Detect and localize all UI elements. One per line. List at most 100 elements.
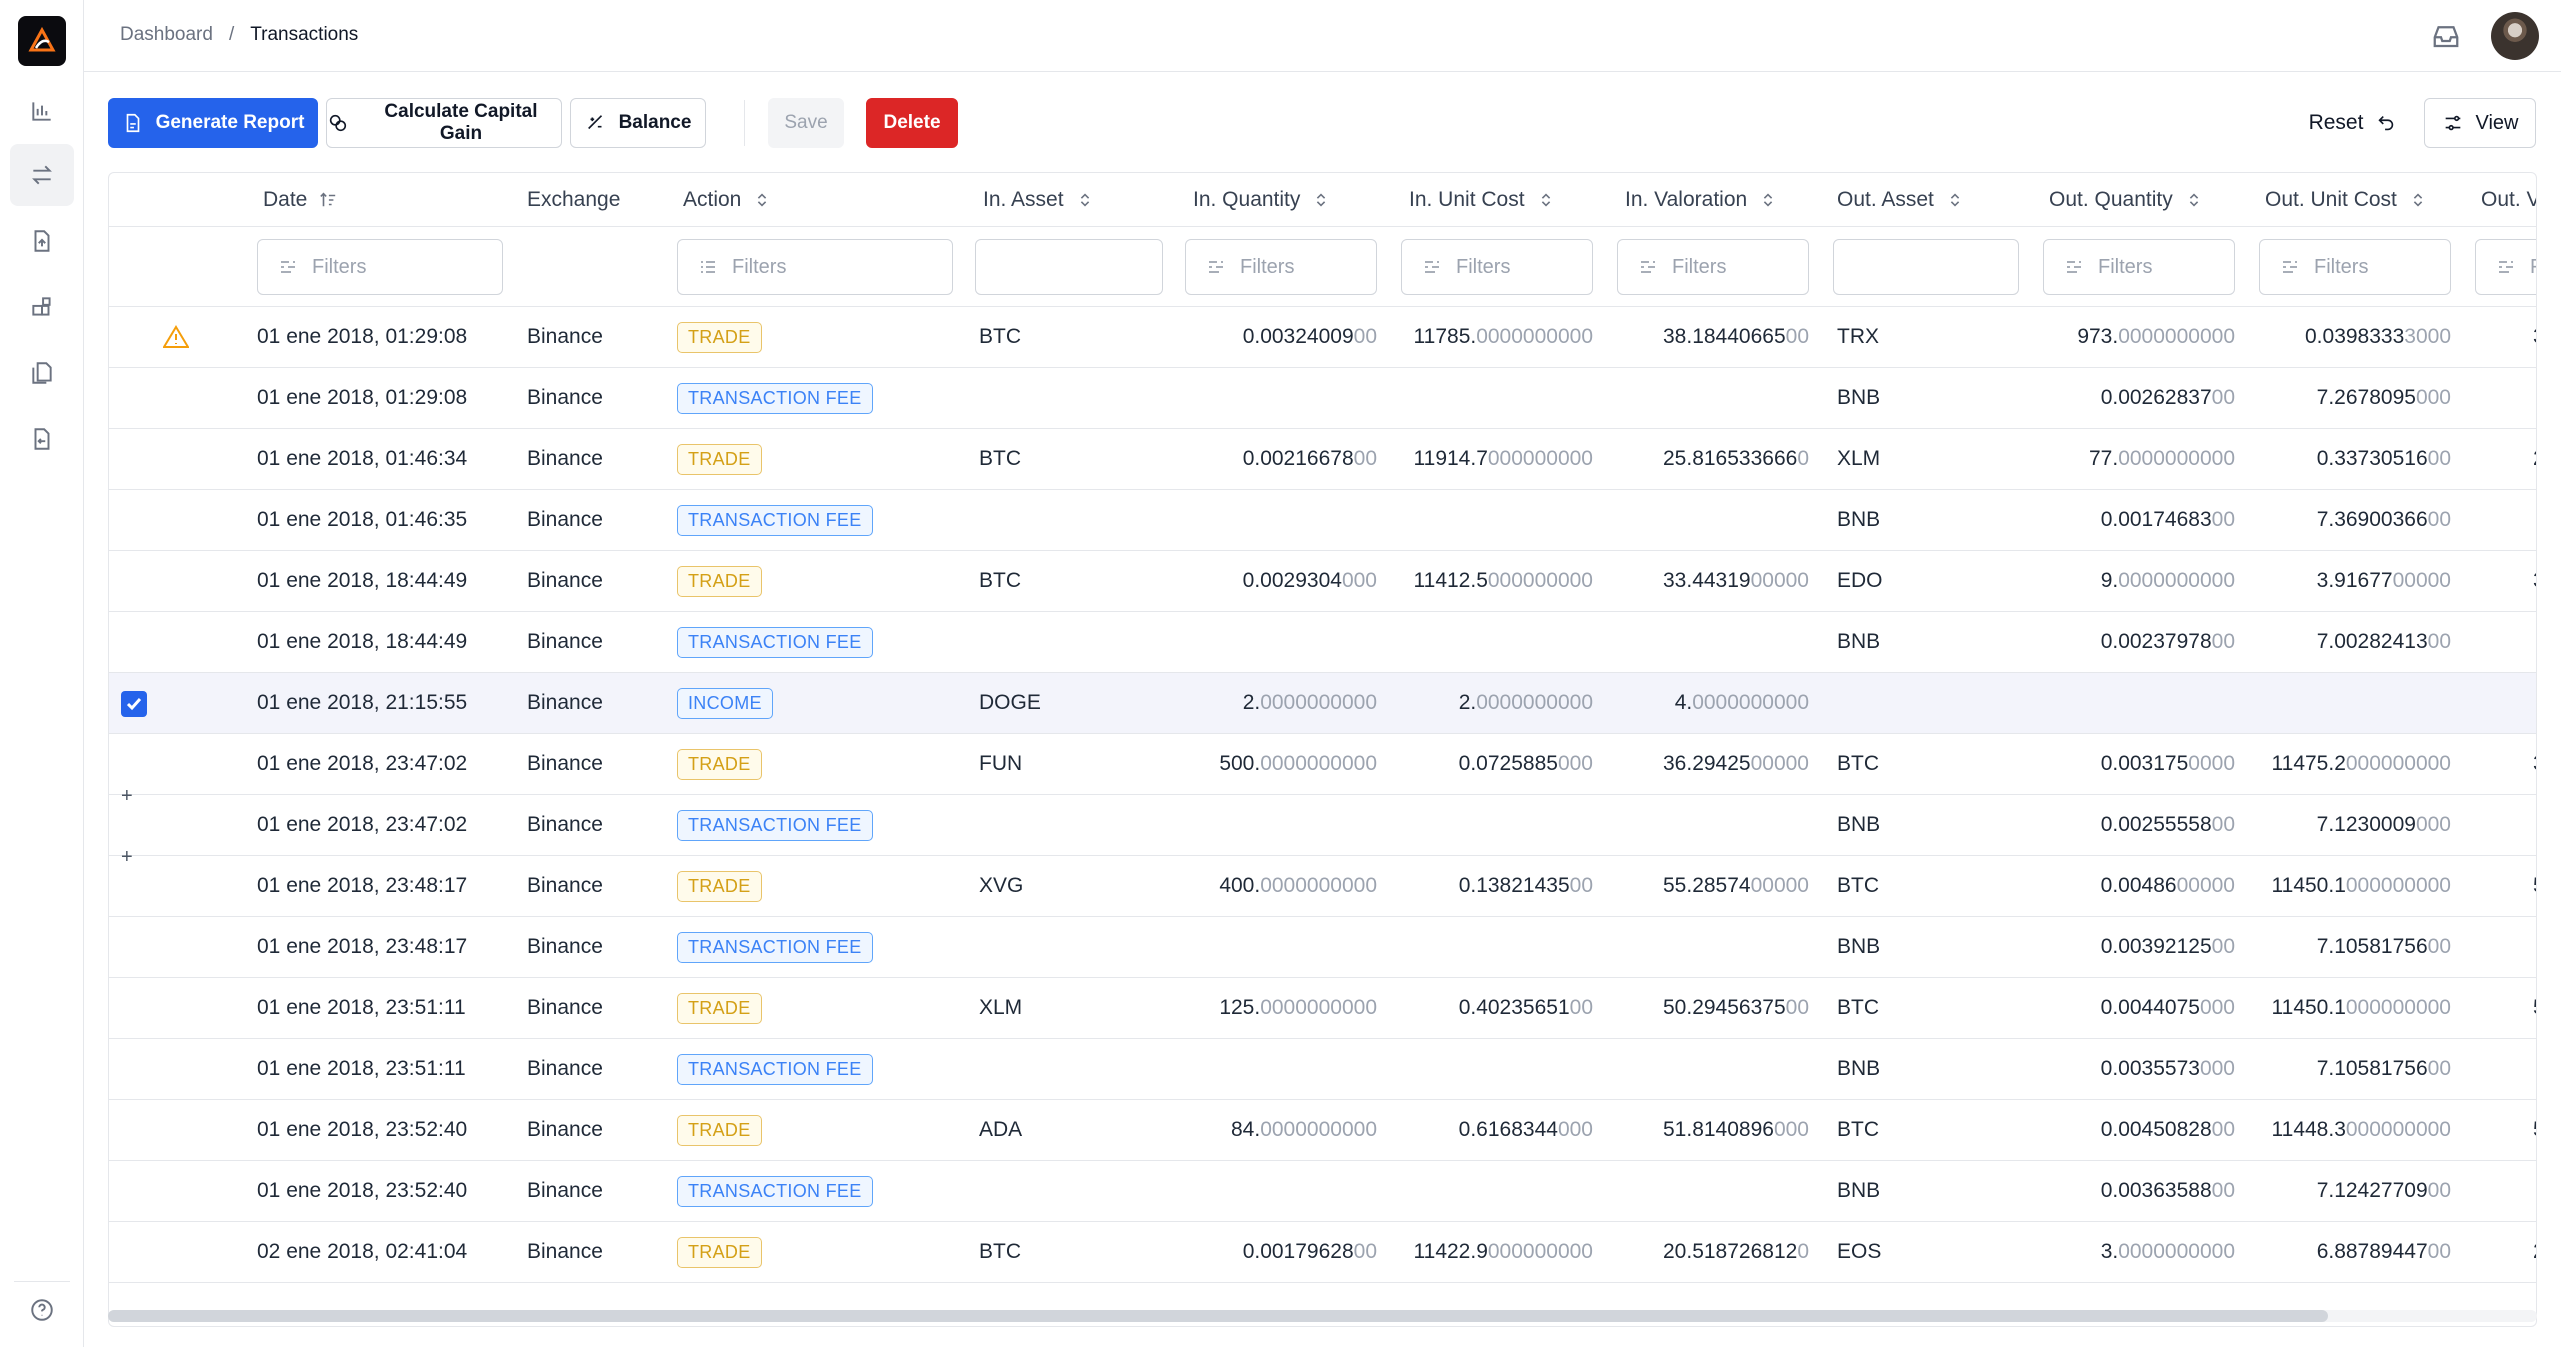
row-checkbox[interactable] <box>121 691 147 717</box>
scrollbar-thumb[interactable] <box>108 1310 2328 1322</box>
cell-out-asset: BTC <box>1837 996 1879 1019</box>
horizontal-scrollbar[interactable] <box>108 1310 2537 1322</box>
nav-import[interactable] <box>10 210 74 272</box>
cell-action: TRANSACTION FEE <box>677 917 957 977</box>
value-significant: 0.13821435 <box>1458 874 1570 897</box>
in-quantity-filter[interactable]: Filters <box>1185 239 1377 295</box>
action-filter[interactable]: Filters <box>677 239 953 295</box>
col-out-quantity[interactable]: Out. Quantity <box>2049 173 2203 227</box>
cell-out-cost: 11448.3 000000000 <box>2259 1100 2451 1160</box>
table-row[interactable]: 01 ene 2018, 23:48:17 Binance TRANSACTION … <box>109 917 2536 978</box>
cell-out-qty: 0.00237978 00 <box>2043 612 2235 672</box>
app-logo[interactable] <box>18 16 66 66</box>
col-in-valoration[interactable]: In. Valoration <box>1625 173 1777 227</box>
avatar[interactable] <box>2491 12 2539 60</box>
value-significant: 0.00237978 <box>2100 630 2212 653</box>
table-row[interactable]: 01 ene 2018, 18:44:49 Binance TRADE BTC 0.00… <box>109 551 2536 612</box>
col-date[interactable]: Date <box>263 173 337 227</box>
filter-icon <box>2499 261 2513 273</box>
value-padding: 00 <box>2427 630 2451 653</box>
cell-out-val: 2 <box>2533 1222 2536 1282</box>
cell-out-val: 5 <box>2533 978 2536 1038</box>
cell-exchange: Binance <box>527 996 603 1019</box>
table-row[interactable]: 01 ene 2018, 23:52:40 Binance TRANSACTION … <box>109 1161 2536 1222</box>
out-valoration-filter-placeholder: F <box>2530 256 2536 279</box>
value-padding: 00 <box>2427 935 2451 958</box>
table-row[interactable]: 01 ene 2018, 18:44:49 Binance TRANSACTION … <box>109 612 2536 673</box>
sort-icon <box>2189 193 2198 207</box>
table-row[interactable]: 01 ene 2018, 21:15:55 Binance INCOME DOGE 2.… <box>109 673 2536 734</box>
table-row[interactable]: 01 ene 2018, 23:47:02 Binance TRADE FUN 500.… <box>109 734 2536 795</box>
cell-in-asset <box>979 490 1159 550</box>
row-expand-button[interactable]: + <box>121 846 133 868</box>
cell-out-val <box>2533 673 2536 733</box>
breadcrumb-dashboard[interactable]: Dashboard <box>120 24 213 45</box>
in-valoration-filter[interactable]: Filters <box>1617 239 1809 295</box>
cell-date: 01 ene 2018, 23:51:11 <box>257 996 466 1019</box>
table-row[interactable]: 02 ene 2018, 02:41:04 Binance TRADE BTC 0.00… <box>109 1222 2536 1283</box>
cell-in-cost: 0.13821435 00 <box>1401 856 1593 916</box>
warning-icon[interactable] <box>162 325 190 349</box>
cell-exchange: Binance <box>527 630 603 653</box>
value-padding: 00 <box>1353 447 1377 470</box>
nav-reports[interactable] <box>10 342 74 404</box>
table-row[interactable]: 01 ene 2018, 01:29:08 Binance TRADE BTC 0.00… <box>109 307 2536 368</box>
generate-report-button[interactable]: Generate Report <box>108 98 318 148</box>
out-asset-filter[interactable] <box>1833 239 2019 295</box>
value-padding: 00 <box>1353 1240 1377 1263</box>
row-expand-button[interactable]: + <box>121 785 133 807</box>
col-in-quantity[interactable]: In. Quantity <box>1193 173 1330 227</box>
value-significant: 7.10581756 <box>2316 935 2428 958</box>
table-row[interactable]: 01 ene 2018, 23:52:40 Binance TRADE ADA 84. 0… <box>109 1100 2536 1161</box>
out-unit-cost-filter[interactable]: Filters <box>2259 239 2451 295</box>
reset-button[interactable]: Reset <box>2298 98 2408 148</box>
nav-assets[interactable] <box>10 276 74 338</box>
value-significant: 0.0044075 <box>2100 996 2200 1019</box>
col-in-asset[interactable]: In. Asset <box>983 173 1094 227</box>
nav-export[interactable] <box>10 408 74 470</box>
view-button[interactable]: View <box>2424 98 2536 148</box>
save-button[interactable]: Save <box>768 98 844 148</box>
date-filter[interactable]: Filters <box>257 239 503 295</box>
out-valoration-filter[interactable]: F <box>2475 239 2536 295</box>
cell-exchange: Binance <box>527 1179 603 1202</box>
nav-transactions[interactable] <box>10 144 74 206</box>
col-out-valoration[interactable]: Out. V <box>2481 173 2536 227</box>
inbox-button[interactable] <box>2431 22 2463 50</box>
table-row[interactable]: +01 ene 2018, 23:47:02 Binance TRANSACTION… <box>109 785 2536 856</box>
table-row[interactable]: 01 ene 2018, 01:46:34 Binance TRADE BTC 0.00… <box>109 429 2536 490</box>
help-button[interactable] <box>14 1281 70 1337</box>
calculate-capital-gain-button[interactable]: Calculate Capital Gain <box>326 98 562 148</box>
table-row[interactable]: 01 ene 2018, 01:29:08 Binance TRANSACTION … <box>109 368 2536 429</box>
cell-out-qty: 0.0044075 000 <box>2043 978 2235 1038</box>
cell-date: 01 ene 2018, 01:29:08 <box>257 386 468 409</box>
value-significant: 0.00324009 <box>1242 325 1354 348</box>
cell-in-qty <box>1185 490 1377 550</box>
nav-dashboard[interactable] <box>10 80 74 142</box>
cell-out-asset: BNB <box>1837 508 1881 531</box>
table-row[interactable]: 01 ene 2018, 01:46:35 Binance TRANSACTION … <box>109 490 2536 551</box>
cell-action: INCOME <box>677 673 957 733</box>
in-asset-filter[interactable] <box>975 239 1163 295</box>
table-row[interactable]: 01 ene 2018, 23:51:11 Binance TRADE XLM 125.… <box>109 978 2536 1039</box>
in-unit-cost-filter[interactable]: Filters <box>1401 239 1593 295</box>
cell-out-asset: BNB <box>1837 813 1881 836</box>
delete-button[interactable]: Delete <box>866 98 958 148</box>
table-row[interactable]: +01 ene 2018, 23:48:17 Binance TRADE XVG 400… <box>109 846 2536 917</box>
table-row[interactable]: 01 ene 2018, 23:51:11 Binance TRANSACTION … <box>109 1039 2536 1100</box>
cell-out-qty: 0.003175 0000 <box>2043 734 2235 794</box>
col-in-unit-cost[interactable]: In. Unit Cost <box>1409 173 1555 227</box>
cell-in-qty: 0.0029304 000 <box>1185 551 1377 611</box>
transactions-table: Date Exchange Action In. Asset In. Quant… <box>108 172 2537 1327</box>
col-action[interactable]: Action <box>683 173 771 227</box>
filter-list-icon <box>701 261 715 273</box>
value-significant: 9. <box>2100 569 2119 592</box>
value-padding: 00 <box>2211 813 2235 836</box>
value-significant: 4. <box>1674 691 1693 714</box>
cell-out-qty: 0.00486 00000 <box>2043 856 2235 916</box>
out-quantity-filter[interactable]: Filters <box>2043 239 2235 295</box>
col-out-unit-cost[interactable]: Out. Unit Cost <box>2265 173 2427 227</box>
value-significant: 0.00255558 <box>2100 813 2212 836</box>
balance-button[interactable]: Balance <box>570 98 706 148</box>
col-out-asset[interactable]: Out. Asset <box>1837 173 1964 227</box>
